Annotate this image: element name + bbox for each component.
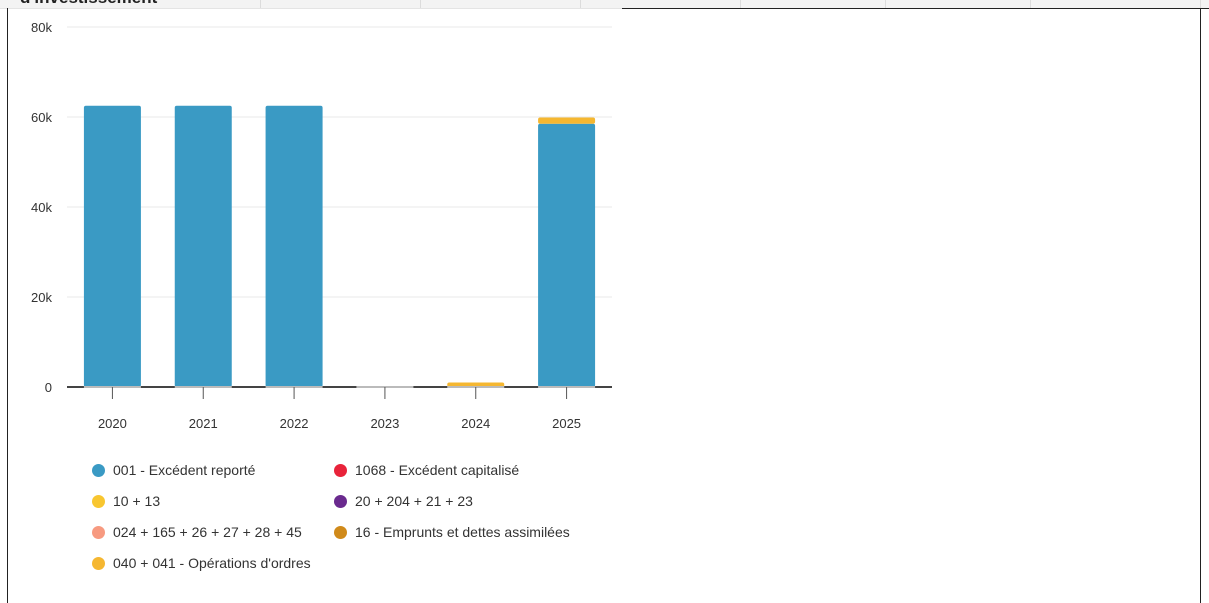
bar	[447, 382, 505, 387]
frame-right-border	[1200, 8, 1201, 603]
legend-label: 20 + 204 + 21 + 23	[355, 493, 473, 509]
x-tick-label: 2023	[370, 416, 399, 431]
legend-label: 10 + 13	[113, 493, 161, 509]
x-tick-label: 2022	[280, 416, 309, 431]
table-cell	[1030, 0, 1201, 8]
legend-item[interactable]: 024 + 165 + 26 + 27 + 28 + 45	[92, 524, 302, 540]
legend-swatch	[92, 556, 105, 570]
bar	[538, 123, 596, 387]
top-table-strip: d'investissement	[0, 0, 1209, 9]
table-cell	[740, 0, 886, 8]
table-cell	[260, 0, 421, 8]
legend-item[interactable]: 001 - Excédent reporté	[92, 462, 255, 478]
bar	[538, 117, 596, 124]
bar	[174, 105, 232, 387]
frame-top-border	[622, 8, 1200, 9]
legend-swatch	[92, 494, 105, 508]
legend-label: 040 + 041 - Opérations d'ordres	[113, 555, 311, 571]
legend-item[interactable]: 040 + 041 - Opérations d'ordres	[92, 555, 311, 571]
legend-label: 024 + 165 + 26 + 27 + 28 + 45	[113, 524, 302, 540]
legend-item[interactable]: 20 + 204 + 21 + 23	[334, 493, 473, 509]
legend-label: 1068 - Excédent capitalisé	[355, 462, 520, 478]
frame-top-border-end	[1196, 8, 1209, 9]
legend-label: 16 - Emprunts et dettes assimilées	[355, 524, 570, 540]
x-tick-label: 2021	[189, 416, 218, 431]
legend-item[interactable]: 16 - Emprunts et dettes assimilées	[334, 524, 570, 540]
section-title: d'investissement	[20, 0, 157, 8]
y-tick-label: 80k	[31, 20, 52, 35]
legend-swatch	[334, 525, 347, 539]
bar	[265, 105, 323, 387]
y-tick-label: 60k	[31, 110, 52, 125]
legend-swatch	[92, 525, 105, 539]
y-tick-label: 40k	[31, 200, 52, 215]
table-cell	[885, 0, 1031, 8]
y-tick-label: 0	[45, 380, 52, 395]
x-tick-label: 2025	[552, 416, 581, 431]
table-cell	[580, 0, 741, 8]
bar-chart: 0 20k 40k 60k 80k 2020 2021 2022 2023 2024 2025	[31, 20, 612, 431]
legend-swatch	[334, 494, 347, 508]
x-tick-label: 2020	[98, 416, 127, 431]
legend-swatch	[92, 463, 105, 477]
bar	[83, 105, 141, 387]
legend-item[interactable]: 10 + 13	[92, 493, 160, 509]
x-tick-label: 2024	[461, 416, 490, 431]
table-cell	[0, 0, 261, 8]
y-tick-label: 20k	[31, 290, 52, 305]
legend-label: 001 - Excédent reporté	[113, 462, 256, 478]
legend-swatch	[334, 463, 347, 477]
table-cell	[420, 0, 581, 8]
frame-left-border	[7, 8, 8, 603]
legend-item[interactable]: 1068 - Excédent capitalisé	[334, 462, 519, 478]
